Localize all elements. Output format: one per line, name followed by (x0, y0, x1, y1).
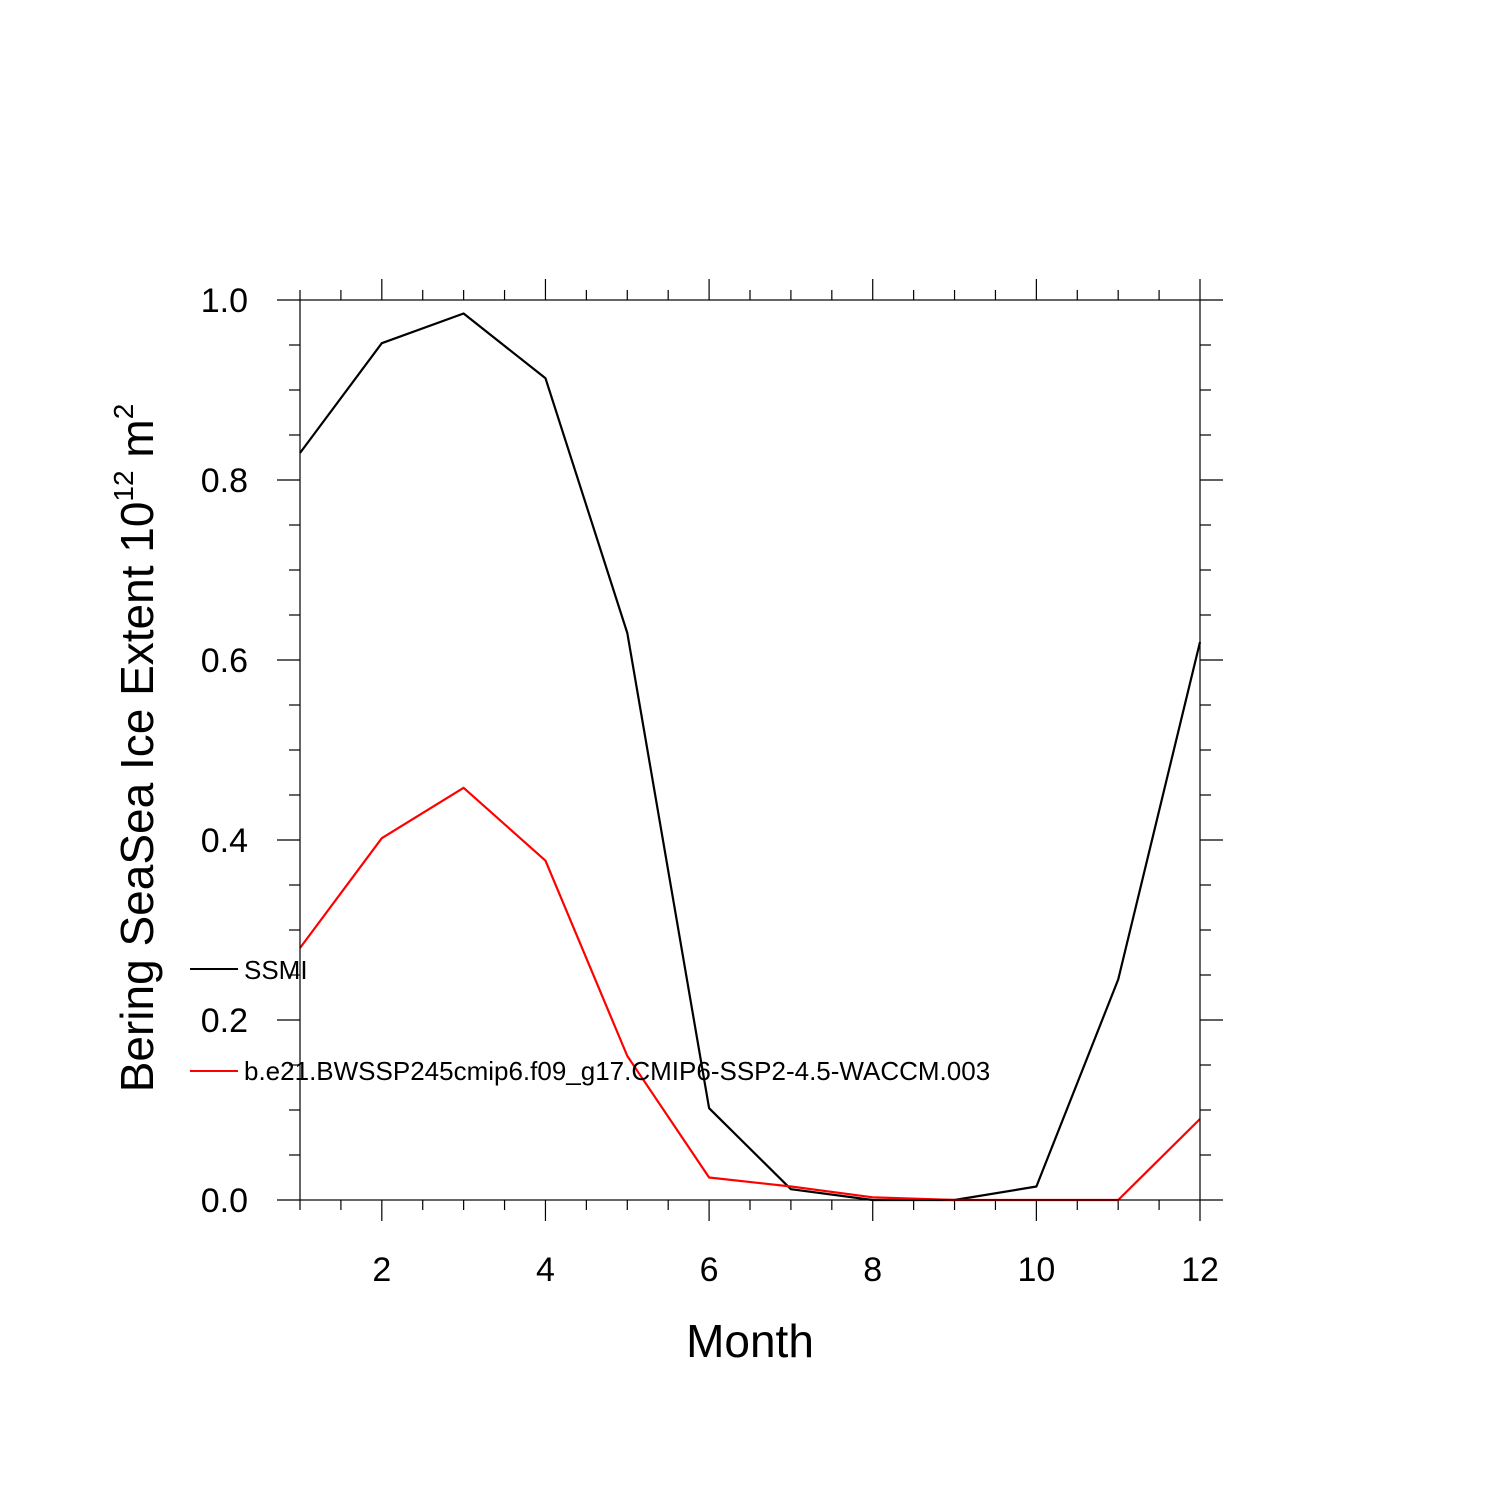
series-line-model (299, 786, 1201, 1202)
x-tick-label: 12 (1181, 1251, 1219, 1289)
series-line-ssmi (299, 312, 1202, 1202)
x-tick-label: 4 (536, 1251, 555, 1289)
x-axis-title: Month (686, 1315, 814, 1367)
y-axis-title-exponent: 12 (108, 470, 139, 501)
axis-ticks (277, 279, 1223, 1221)
x-tick-label: 10 (1017, 1251, 1055, 1289)
legend-label-model: b.e21.BWSSP245cmip6.f09_g17.CMIP6-SSP2-4… (244, 1056, 990, 1086)
x-tick-label: 6 (700, 1251, 719, 1289)
y-tick-label: 0.8 (201, 462, 248, 500)
y-tick-label: 0.6 (201, 642, 248, 680)
x-tick-label: 2 (372, 1251, 391, 1289)
y-axis-title: Bering SeaSea Ice Extent 1012 m2 (108, 404, 163, 1093)
legend-label-ssmi: SSMI (244, 955, 308, 985)
x-tick-label: 8 (863, 1251, 882, 1289)
legend: SSMI b.e21.BWSSP245cmip6.f09_g17.CMIP6-S… (190, 955, 990, 1086)
y-tick-label: 1.0 (201, 282, 248, 320)
y-tick-label: 0.0 (201, 1182, 248, 1220)
plot-frame (299, 299, 1201, 1201)
axis-tick-labels: 2 4 6 8 10 12 0.0 0.2 0.4 0.6 0.8 1.0 (201, 282, 1219, 1289)
y-tick-label: 0.2 (201, 1002, 248, 1040)
y-axis-title-unit-exponent: 2 (108, 404, 139, 420)
y-axis-title-unit: m (111, 419, 163, 470)
y-tick-label: 0.4 (201, 822, 248, 860)
y-axis-title-text: Bering SeaSea Ice Extent 10 (111, 502, 163, 1093)
